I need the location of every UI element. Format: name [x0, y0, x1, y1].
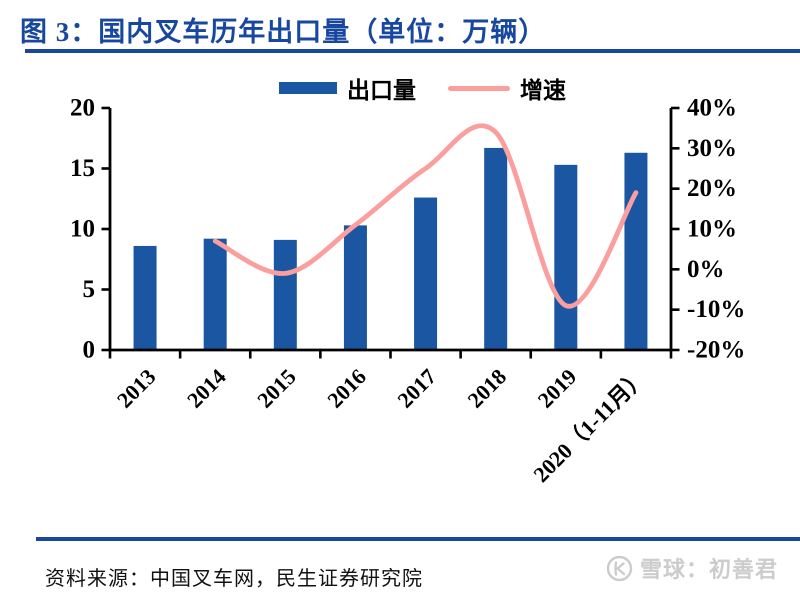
x-tick-label: 2016 — [322, 364, 371, 413]
figure-title: 图 3：国内叉车历年出口量（单位：万辆） — [20, 17, 547, 47]
footer-divider — [36, 537, 800, 541]
x-tick-label: 2017 — [392, 364, 441, 413]
bar — [133, 245, 157, 350]
bar — [554, 164, 578, 350]
legend-label-exports: 出口量 — [347, 78, 416, 103]
bar — [203, 238, 227, 350]
right-tick-label: -10% — [687, 296, 745, 323]
x-tick-label: 2013 — [112, 364, 161, 413]
xueqiu-logo-icon — [606, 555, 633, 581]
bar — [273, 239, 297, 350]
left-tick-label: 20 — [70, 95, 95, 122]
watermark-text: 雪球：初善君 — [639, 557, 778, 582]
legend-bar-swatch — [279, 82, 337, 94]
x-tick-label: 2018 — [462, 364, 511, 413]
right-tick-label: 10% — [687, 216, 737, 243]
bar — [484, 147, 508, 350]
right-tick-label: 0% — [687, 256, 725, 283]
source-note: 资料来源：中国叉车网，民生证券研究院 — [45, 568, 423, 590]
left-tick-label: 10 — [70, 216, 95, 243]
bar — [414, 197, 438, 350]
title-underline — [25, 49, 800, 53]
right-tick-label: 20% — [687, 175, 737, 202]
x-tick-label: 2015 — [252, 364, 301, 413]
bar — [343, 225, 367, 350]
right-tick-label: 40% — [687, 95, 737, 122]
growth-line — [212, 123, 639, 309]
chart-legend: 出口量 增速 — [279, 76, 566, 103]
x-tick-label: 2014 — [182, 364, 231, 413]
legend-line-swatch — [448, 85, 510, 91]
right-tick-label: -20% — [687, 337, 745, 364]
left-tick-label: 0 — [83, 337, 96, 364]
right-tick-label: 30% — [687, 135, 737, 162]
left-tick-label: 5 — [83, 276, 96, 303]
x-tick-label: 2019 — [533, 364, 582, 413]
left-tick-label: 15 — [70, 155, 95, 182]
watermark: 雪球：初善君 — [606, 552, 778, 584]
legend-label-growth: 增速 — [520, 78, 566, 103]
bar — [624, 152, 648, 350]
bar-line-chart: 0 5 10 15 20 -20% -10% 0% 10% 20% 30% 40% 2013 2014 20… — [70, 95, 745, 487]
